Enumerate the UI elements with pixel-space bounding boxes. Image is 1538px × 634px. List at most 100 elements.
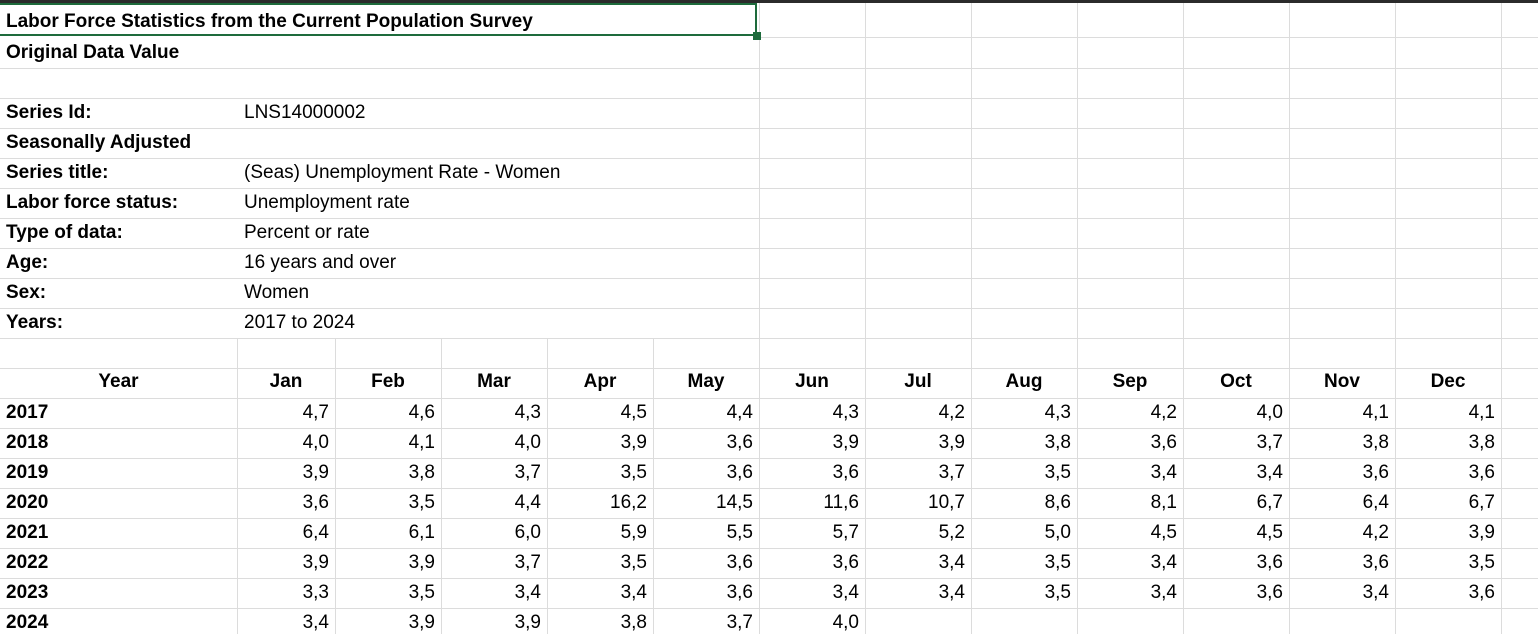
data-cell: 4,1: [408, 432, 435, 453]
data-cell: 3,4: [620, 582, 647, 603]
data-cell: 3,5: [1044, 462, 1071, 483]
gridline: [1289, 3, 1290, 634]
gridline: [1183, 3, 1184, 634]
data-cell: 6,1: [408, 522, 435, 543]
meta-label: Type of data:: [6, 222, 123, 243]
data-cell: 4,1: [1362, 402, 1389, 423]
column-header: Aug: [1005, 371, 1043, 392]
gridline: [0, 68, 1538, 69]
gridline: [1077, 3, 1078, 634]
data-cell: 3,4: [514, 582, 541, 603]
gridline: [653, 338, 654, 634]
data-cell: 6,0: [514, 522, 541, 543]
data-cell: 3,5: [620, 552, 647, 573]
data-cell: 3,4: [1150, 462, 1177, 483]
gridline: [0, 218, 1538, 219]
data-cell: 3,6: [1150, 432, 1177, 453]
gridline: [0, 188, 1538, 189]
row-year: 2024: [6, 612, 49, 633]
data-cell: 8,6: [1044, 492, 1071, 513]
gridline: [759, 37, 1538, 38]
row-year: 2022: [6, 552, 49, 573]
selection-box: [0, 3, 757, 36]
row-year: 2017: [6, 402, 49, 423]
gridline: [0, 248, 1538, 249]
data-cell: 6,4: [1362, 492, 1389, 513]
data-cell: 4,2: [1150, 402, 1177, 423]
data-cell: 6,7: [1468, 492, 1495, 513]
data-cell: 3,6: [726, 462, 753, 483]
gridline: [0, 428, 1538, 429]
data-cell: 3,8: [1468, 432, 1495, 453]
data-cell: 4,3: [1044, 402, 1071, 423]
data-cell: 3,6: [1468, 462, 1495, 483]
gridline: [1501, 3, 1502, 634]
data-cell: 3,7: [726, 612, 753, 633]
data-cell: 3,3: [302, 582, 329, 603]
data-cell: 3,6: [832, 462, 859, 483]
column-header: Jan: [269, 371, 303, 392]
gridline: [547, 338, 548, 634]
gridline: [971, 3, 972, 634]
gridline: [0, 458, 1538, 459]
data-cell: 3,5: [408, 582, 435, 603]
data-cell: 3,4: [1150, 582, 1177, 603]
row-year: 2023: [6, 582, 49, 603]
data-cell: 3,4: [302, 612, 329, 633]
gridline: [0, 128, 1538, 129]
meta-label: Years:: [6, 312, 64, 333]
data-cell: 3,7: [938, 462, 965, 483]
gridline: [0, 338, 1538, 339]
column-header: May: [687, 371, 725, 392]
data-cell: 3,6: [832, 552, 859, 573]
data-cell: 4,5: [1256, 522, 1283, 543]
gridline: [0, 488, 1538, 489]
data-cell: 4,4: [726, 402, 753, 423]
column-header: Dec: [1430, 371, 1466, 392]
data-cell: 3,6: [1362, 462, 1389, 483]
meta-value: Women: [244, 282, 310, 303]
gridline: [0, 398, 1538, 399]
data-cell: 4,3: [832, 402, 859, 423]
data-cell: 4,3: [514, 402, 541, 423]
data-cell: 3,4: [1256, 462, 1283, 483]
data-cell: 5,0: [1044, 522, 1071, 543]
data-cell: 3,7: [514, 462, 541, 483]
data-cell: 3,4: [938, 552, 965, 573]
data-cell: 3,9: [408, 612, 435, 633]
data-cell: 3,4: [938, 582, 965, 603]
data-cell: 3,9: [302, 462, 329, 483]
data-cell: 4,5: [620, 402, 647, 423]
data-cell: 14,5: [716, 492, 753, 513]
data-cell: 3,6: [1468, 582, 1495, 603]
data-cell: 4,0: [514, 432, 541, 453]
data-cell: 5,2: [938, 522, 965, 543]
meta-label: Age:: [6, 252, 49, 273]
gridline: [0, 368, 1538, 369]
data-cell: 16,2: [610, 492, 647, 513]
data-cell: 11,6: [823, 492, 859, 513]
data-cell: 3,8: [620, 612, 647, 633]
meta-label: Sex:: [6, 282, 47, 303]
data-cell: 3,7: [1256, 432, 1283, 453]
data-cell: 3,8: [408, 462, 435, 483]
gridline: [0, 98, 1538, 99]
data-cell: 3,9: [1468, 522, 1495, 543]
gridline: [441, 338, 442, 634]
column-header: Feb: [371, 371, 405, 392]
row-year: 2019: [6, 462, 49, 483]
data-cell: 3,9: [408, 552, 435, 573]
gridline: [865, 3, 866, 634]
data-cell: 3,5: [408, 492, 435, 513]
data-cell: 3,9: [302, 552, 329, 573]
data-cell: 5,9: [620, 522, 647, 543]
data-cell: 3,6: [726, 552, 753, 573]
gridline: [1395, 3, 1396, 634]
column-header: Jun: [795, 371, 829, 392]
sheet-title: Labor Force Statistics from the Current …: [6, 11, 533, 32]
data-cell: 3,6: [302, 492, 329, 513]
data-cell: 4,0: [302, 432, 329, 453]
data-cell: 3,5: [620, 462, 647, 483]
